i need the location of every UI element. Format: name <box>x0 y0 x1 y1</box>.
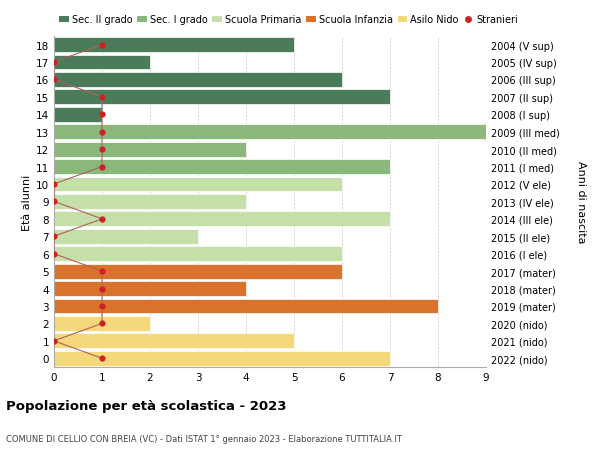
Bar <box>54 316 150 331</box>
Bar <box>54 299 438 313</box>
Bar <box>54 195 246 209</box>
Bar <box>54 107 102 123</box>
Bar <box>54 230 198 244</box>
Bar <box>54 334 294 348</box>
Legend: Sec. II grado, Sec. I grado, Scuola Primaria, Scuola Infanzia, Asilo Nido, Stran: Sec. II grado, Sec. I grado, Scuola Prim… <box>59 15 518 25</box>
Bar <box>54 247 342 262</box>
Bar <box>54 212 390 227</box>
Bar <box>54 56 150 70</box>
Bar <box>54 38 294 53</box>
Y-axis label: Età alunni: Età alunni <box>22 174 32 230</box>
Bar <box>54 160 390 174</box>
Text: Popolazione per età scolastica - 2023: Popolazione per età scolastica - 2023 <box>6 399 287 412</box>
Bar <box>54 281 246 297</box>
Y-axis label: Anni di nascita: Anni di nascita <box>576 161 586 243</box>
Bar <box>54 264 342 279</box>
Bar <box>54 142 246 157</box>
Bar <box>54 177 342 192</box>
Bar <box>54 125 486 140</box>
Bar <box>54 90 390 105</box>
Bar <box>54 351 390 366</box>
Bar <box>54 73 342 88</box>
Text: COMUNE DI CELLIO CON BREIA (VC) - Dati ISTAT 1° gennaio 2023 - Elaborazione TUTT: COMUNE DI CELLIO CON BREIA (VC) - Dati I… <box>6 434 402 443</box>
